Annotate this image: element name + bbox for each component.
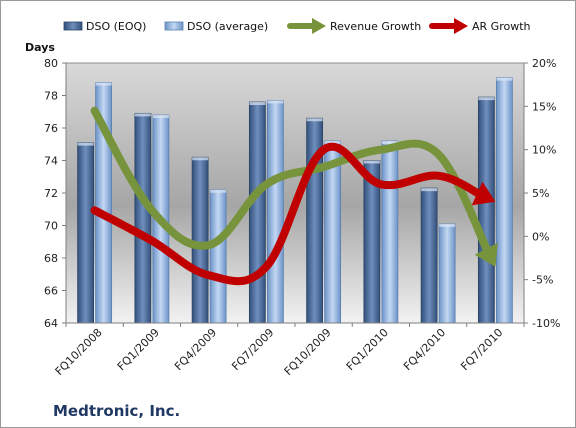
- bar-dso-average--5: [381, 140, 399, 324]
- bar-cap-0-2: [192, 157, 209, 161]
- line-revenue-growth: [90, 106, 493, 259]
- x-tick-label-6: FQ4/2010: [401, 326, 448, 373]
- bar-cap-1-3: [267, 100, 284, 104]
- y-left-axis-title: Days: [25, 41, 55, 54]
- legend-swatch-dso-eoq-: [63, 21, 83, 31]
- company-name: Medtronic, Inc.: [53, 402, 180, 420]
- legend-label-revenue-growth: Revenue Growth: [330, 20, 421, 33]
- bar-dso-average--3: [266, 99, 284, 324]
- x-tick-label-7: FQ7/2010: [458, 326, 505, 373]
- bar-cap-0-7: [478, 97, 495, 101]
- bar-cap-0-5: [363, 160, 380, 164]
- bar-cap-1-6: [439, 223, 456, 227]
- arrowhead-revenue-growth: [474, 242, 498, 267]
- bar-cap-0-4: [306, 118, 323, 122]
- bar-cap-0-3: [249, 102, 266, 105]
- legend-label-dso-average-: DSO (average): [187, 20, 268, 33]
- bar-cap-1-1: [152, 115, 169, 118]
- lines-layer: [90, 106, 498, 286]
- y-left-tick-label-76: 76: [44, 122, 58, 135]
- line-ar-growth: [90, 142, 487, 286]
- y-right-tick-label-10: 10%: [532, 144, 556, 157]
- y-left-tick-label-78: 78: [44, 90, 58, 103]
- x-tick-label-0: FQ10/2008: [53, 326, 105, 378]
- y-left-tick-label-70: 70: [44, 220, 58, 233]
- bar-dso-average--7: [495, 77, 513, 324]
- y-left-tick-label-72: 72: [44, 187, 58, 200]
- legend-arrowhead-ar-growth: [454, 18, 468, 34]
- bar-dso-eoq--6: [420, 187, 438, 324]
- y-right-tick-label-5: 5%: [532, 187, 549, 200]
- bar-dso-eoq--1: [134, 112, 152, 324]
- x-tick-label-2: FQ4/2009: [172, 326, 219, 373]
- bar-cap-1-0: [95, 82, 112, 86]
- x-tick-label-1: FQ1/2009: [115, 326, 162, 373]
- y-left-tick-label-74: 74: [44, 155, 58, 168]
- y-right-tick-label-20: 20%: [532, 57, 556, 70]
- y-right-tick-label--5: -5%: [532, 274, 553, 287]
- y-left-tick-label-64: 64: [44, 317, 58, 330]
- y-right-tick-label-0: 0%: [532, 230, 549, 243]
- legend-label-ar-growth: AR Growth: [472, 20, 531, 33]
- bar-cap-0-1: [134, 113, 151, 117]
- bar-cap-0-0: [77, 142, 94, 146]
- bar-dso-eoq--2: [191, 156, 209, 324]
- bar-cap-1-2: [210, 189, 227, 193]
- y-left-tick-label-68: 68: [44, 252, 58, 265]
- bar-dso-eoq--0: [77, 142, 95, 324]
- x-tick-label-3: FQ7/2009: [229, 326, 276, 373]
- y-right-tick-label--10: -10%: [532, 317, 560, 330]
- legend-label-dso-eoq-: DSO (EOQ): [86, 20, 146, 33]
- bar-dso-average--6: [438, 223, 456, 324]
- y-left-tick-label-80: 80: [44, 57, 58, 70]
- arrowhead-ar-growth: [471, 181, 496, 206]
- x-tick-label-5: FQ1/2010: [344, 326, 391, 373]
- legend-arrowhead-revenue-growth: [312, 18, 326, 34]
- bar-dso-average--2: [209, 189, 227, 324]
- bar-cap-1-7: [496, 77, 513, 81]
- x-tick-label-4: FQ10/2009: [282, 326, 334, 378]
- legend: DSO (EOQ) DSO (average) Revenue Growth AR G…: [63, 18, 531, 34]
- bar-cap-1-5: [381, 141, 398, 144]
- y-left-tick-label-66: 66: [44, 285, 58, 298]
- bar-dso-eoq--7: [477, 96, 495, 324]
- legend-swatch-dso-average-: [164, 21, 184, 31]
- bar-dso-eoq--3: [248, 101, 266, 324]
- bar-cap-1-4: [324, 141, 341, 144]
- bar-cap-0-6: [421, 188, 438, 192]
- y-right-tick-label-15: 15%: [532, 100, 556, 113]
